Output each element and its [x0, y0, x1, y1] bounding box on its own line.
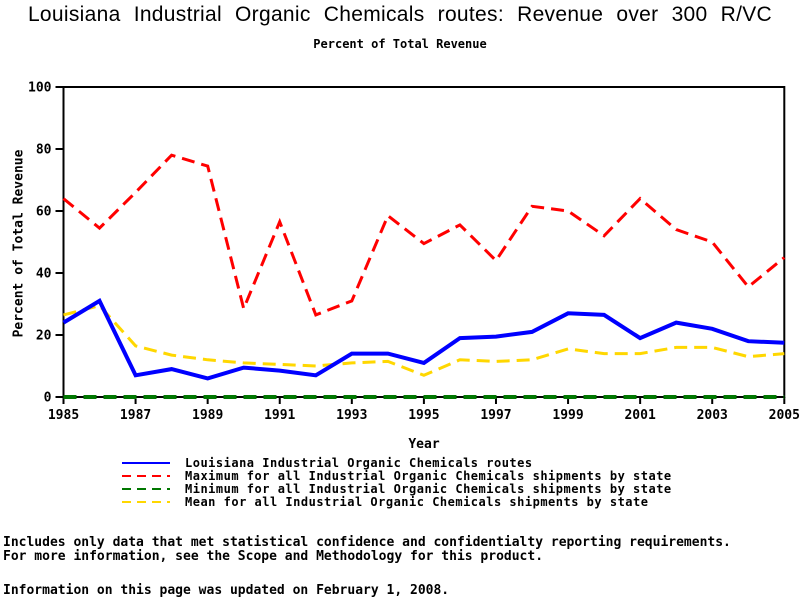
legend-line-sample-icon — [122, 462, 170, 464]
legend-line-sample-icon — [122, 488, 170, 490]
y-tick-label: 40 — [36, 267, 52, 282]
x-tick-label: 1989 — [192, 408, 223, 423]
y-axis-title: Percent of Total Revenue — [11, 149, 27, 338]
x-tick-label: 2005 — [769, 408, 800, 423]
chart-subtitle: Percent of Total Revenue — [313, 37, 487, 51]
y-tick-label: 20 — [36, 329, 52, 344]
x-tick-label: 1999 — [552, 408, 583, 423]
line-chart: 0 20 40 60 80 100 1985 1987 1989 1991 1993 1995 1997… — [28, 81, 800, 424]
page-title: Louisiana Industrial Organic Chemicals r… — [27, 3, 773, 26]
legend-item-maximum: Maximum for all Industrial Organic Chemi… — [120, 468, 672, 483]
maximum-line — [62, 153, 786, 317]
y-tick-label: 60 — [36, 205, 52, 220]
y-tick-label: 100 — [28, 81, 52, 96]
chart-legend: Louisiana Industrial Organic Chemicals r… — [120, 455, 672, 509]
legend-label: Mean for all Industrial Organic Chemical… — [185, 494, 649, 509]
legend-item-minimum: Minimum for all Industrial Organic Chemi… — [120, 481, 672, 496]
x-tick-label: 1991 — [264, 408, 295, 423]
footer-updated-date: Information on this page was updated on … — [3, 583, 450, 598]
footer-note-methodology: For more information, see the Scope and … — [3, 549, 544, 564]
x-tick-label: 2001 — [624, 408, 655, 423]
mean-line — [63, 303, 785, 377]
legend-item-louisiana-routes: Louisiana Industrial Organic Chemicals r… — [120, 455, 672, 470]
legend-label: Louisiana Industrial Organic Chemicals r… — [185, 455, 533, 470]
x-tick-label: 2003 — [697, 408, 728, 423]
x-tick-label: 1995 — [408, 408, 439, 423]
legend-line-sample-icon — [122, 475, 170, 477]
y-tick-label: 0 — [44, 391, 52, 406]
louisiana-routes-line — [62, 298, 785, 381]
y-tick-label: 80 — [36, 143, 52, 158]
x-tick-label: 1997 — [480, 408, 511, 423]
x-axis-title: Year — [408, 437, 440, 452]
legend-line-sample-icon — [122, 501, 170, 503]
x-tick-label: 1993 — [336, 408, 367, 423]
x-tick-label: 1985 — [48, 408, 79, 423]
legend-item-mean: Mean for all Industrial Organic Chemical… — [120, 494, 672, 509]
x-tick-label: 1987 — [120, 408, 151, 423]
legend-label: Minimum for all Industrial Organic Chemi… — [185, 481, 672, 496]
legend-label: Maximum for all Industrial Organic Chemi… — [185, 468, 672, 483]
footer-note-confidentiality: Includes only data that met statistical … — [3, 535, 731, 550]
